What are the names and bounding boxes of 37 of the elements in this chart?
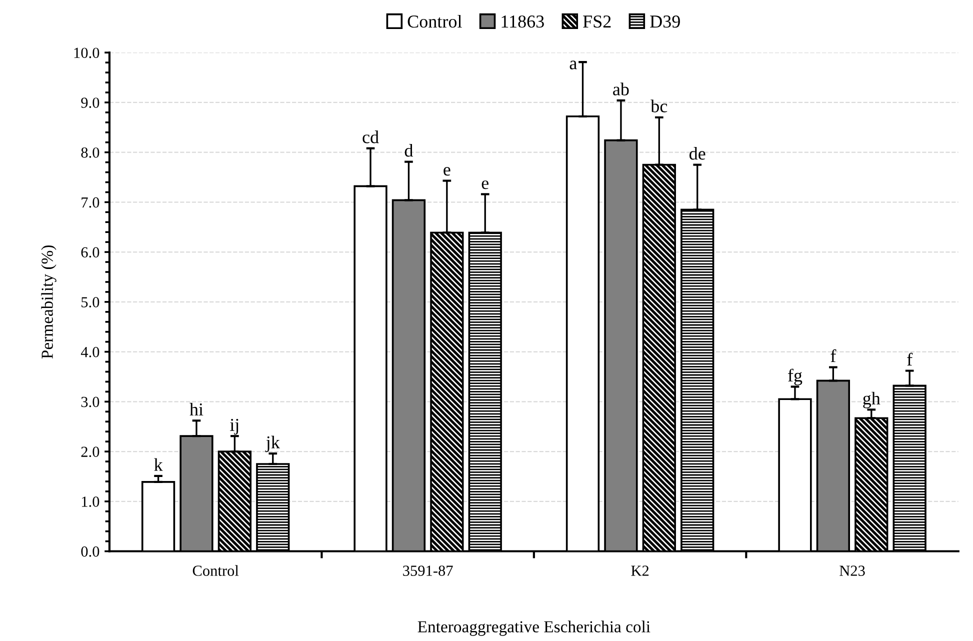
x-tick-label: K2 [631, 566, 649, 576]
data-label: ij [230, 418, 238, 435]
data-label: k [154, 458, 163, 471]
legend-label: D39 [650, 16, 680, 28]
y-tick-label: 3.0 [81, 396, 100, 408]
data-label: hi [190, 402, 204, 416]
legend-label: FS2 [583, 16, 611, 28]
y-tick-label: 0.0 [81, 546, 100, 557]
data-label: a [570, 60, 577, 70]
y-tick-label: 6.0 [81, 247, 100, 258]
data-label: d [404, 144, 414, 157]
data-label: jk [265, 436, 280, 452]
y-axis-title: Permeability (%) [41, 245, 56, 359]
y-tick-label: 7.0 [82, 197, 100, 208]
x-tick-label: 3591-87 [403, 566, 453, 576]
x-tick-label: Control [192, 565, 239, 576]
data-label: de [689, 147, 706, 160]
data-label: gh [863, 392, 880, 408]
legend-label: Control [408, 14, 462, 28]
y-tick-label: 2.0 [81, 446, 100, 458]
data-label: e [482, 180, 488, 190]
y-tick-label: 8.0 [81, 147, 100, 158]
data-label: bc [650, 100, 668, 112]
data-label: f [907, 352, 913, 366]
y-tick-label: 5.0 [82, 297, 100, 308]
y-tick-label: 9.0 [81, 98, 100, 108]
data-label: f [830, 349, 836, 362]
data-label: e [444, 166, 450, 176]
y-tick-label: 10.0 [74, 48, 100, 58]
x-tick-label: N23 [840, 566, 865, 576]
legend-label: 11863 [502, 15, 544, 28]
y-tick-label: 1.0 [82, 496, 100, 507]
x-axis-title: Enteroaggregative Escherichia coli [418, 620, 650, 636]
data-label: fg [788, 368, 802, 386]
data-label: cd [362, 130, 379, 144]
y-tick-label: 4.0 [80, 346, 100, 358]
data-label: ab [613, 82, 629, 96]
